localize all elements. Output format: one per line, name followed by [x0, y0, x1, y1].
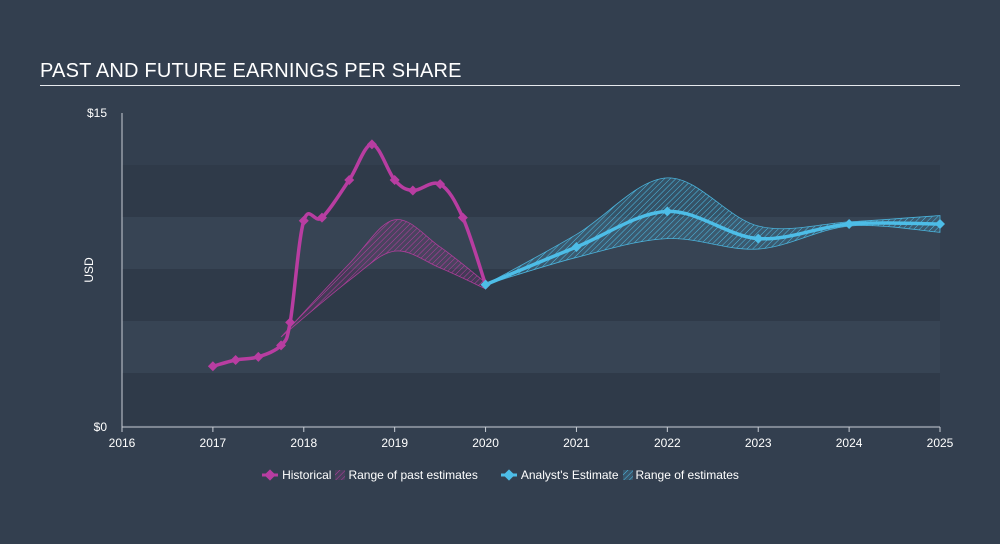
- estimate-point: [571, 241, 582, 252]
- historical-point: [316, 212, 327, 223]
- x-tick-label: 2017: [200, 436, 227, 450]
- legend-item-estimate[interactable]: Analyst's Estimate: [500, 468, 619, 482]
- background-bands: [122, 165, 940, 425]
- historical-point: [435, 179, 446, 190]
- future-range-hatch-icon: [622, 470, 633, 480]
- estimate-point: [662, 206, 673, 217]
- legend-item-past-range[interactable]: Range of past estimates: [335, 468, 478, 482]
- chart-title: PAST AND FUTURE EARNINGS PER SHARE: [40, 60, 462, 82]
- future-estimates-range-area: [485, 177, 941, 286]
- historical-point: [344, 174, 355, 185]
- historical-point: [230, 355, 241, 366]
- y-tick-label: $15: [87, 106, 107, 120]
- historical-point: [285, 317, 296, 328]
- legend: Historical Range of past estimates Analy…: [0, 468, 1000, 482]
- historical-point: [389, 174, 400, 185]
- analyst-estimate-line: [483, 209, 942, 287]
- estimate-point: [480, 279, 491, 290]
- background-band: [122, 373, 940, 425]
- background-band: [122, 269, 940, 321]
- x-tick-label: 2018: [290, 436, 317, 450]
- historical-point: [207, 361, 218, 372]
- estimate-point: [753, 233, 764, 244]
- background-band: [122, 165, 940, 217]
- x-tick-label: 2021: [563, 436, 590, 450]
- title-divider: [40, 85, 960, 86]
- legend-label-historical: Historical: [282, 468, 332, 482]
- past-range-hatch-icon: [335, 470, 346, 480]
- historical-point: [407, 185, 418, 196]
- series-markers: [207, 139, 945, 372]
- historical-point: [457, 212, 468, 223]
- legend-group-future: Analyst's Estimate Range of estimates: [500, 468, 739, 482]
- historical-point: [366, 139, 377, 150]
- x-tick-label: 2020: [472, 436, 499, 450]
- legend-label-estimate: Analyst's Estimate: [520, 468, 619, 482]
- estimate-point: [935, 218, 945, 229]
- legend-label-future-range: Range of estimates: [635, 468, 739, 482]
- x-tick-label: 2016: [109, 436, 136, 450]
- y-axis-label: USD: [82, 257, 96, 283]
- x-tick-label: 2022: [654, 436, 681, 450]
- legend-group-past: Historical Range of past estimates: [261, 468, 478, 482]
- historical-point: [253, 351, 264, 362]
- axes: 2016 2017 2018 2019 2020 2021 2022 2023 2024 2025…: [82, 106, 954, 450]
- historical-line-diamond-icon: [262, 469, 279, 481]
- historical-point: [276, 340, 287, 351]
- estimate-point: [844, 218, 855, 229]
- legend-item-historical[interactable]: Historical: [261, 468, 331, 482]
- x-tick-label: 2025: [927, 436, 954, 450]
- y-tick-label: $0: [94, 420, 108, 434]
- x-tick-label: 2019: [381, 436, 408, 450]
- background-band: [122, 321, 940, 373]
- legend-label-past-range: Range of past estimates: [348, 468, 478, 482]
- historical-point: [298, 215, 309, 226]
- legend-item-future-range[interactable]: Range of estimates: [622, 468, 739, 482]
- estimate-line-diamond-icon: [500, 469, 517, 481]
- x-tick-label: 2023: [745, 436, 772, 450]
- x-tick-label: 2024: [836, 436, 863, 450]
